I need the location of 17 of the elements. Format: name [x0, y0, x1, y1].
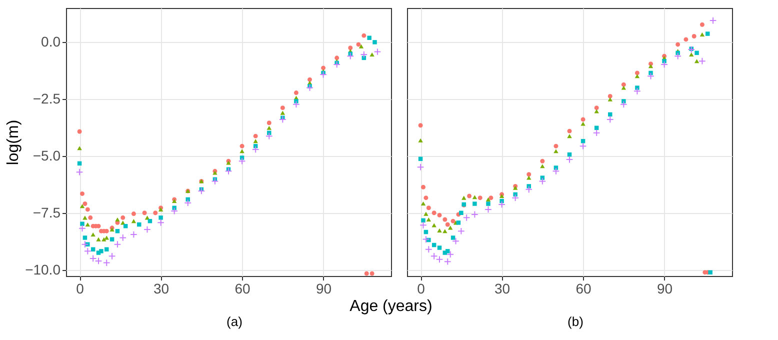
y-tick-label: −5.0 [32, 148, 61, 164]
y-tick-label: −10.0 [25, 262, 61, 278]
y-tick-label: −2.5 [32, 90, 61, 107]
y-axis-title: log(m) [5, 120, 22, 166]
x-tick-label: 90 [657, 280, 673, 296]
x-tick-label: 0 [76, 280, 84, 296]
text: (a) [226, 314, 244, 329]
text: (b) [566, 314, 584, 329]
x-tick-label: 30 [494, 280, 510, 296]
x-tick-label: 60 [234, 280, 251, 296]
y-tick-label: 0.0 [41, 34, 61, 50]
y-tick-label: −7.5 [32, 204, 61, 221]
x-tick-label: 90 [316, 280, 332, 296]
x-axis-title: Age (years) [350, 298, 432, 315]
x-tick-label: 30 [154, 280, 170, 296]
x-tick-label: 60 [576, 280, 592, 296]
x-tick-label: 0 [417, 280, 426, 296]
